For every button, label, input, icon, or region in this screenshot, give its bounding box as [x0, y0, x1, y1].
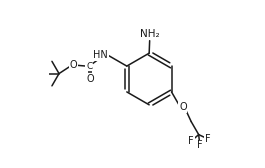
- Text: HN: HN: [93, 50, 108, 60]
- Text: NH₂: NH₂: [140, 29, 160, 39]
- Text: O: O: [179, 102, 187, 112]
- Text: C: C: [86, 62, 92, 71]
- Text: O: O: [86, 74, 94, 84]
- Text: F: F: [205, 134, 211, 144]
- Text: F: F: [197, 140, 203, 150]
- Text: F: F: [188, 136, 194, 146]
- Text: O: O: [70, 60, 77, 70]
